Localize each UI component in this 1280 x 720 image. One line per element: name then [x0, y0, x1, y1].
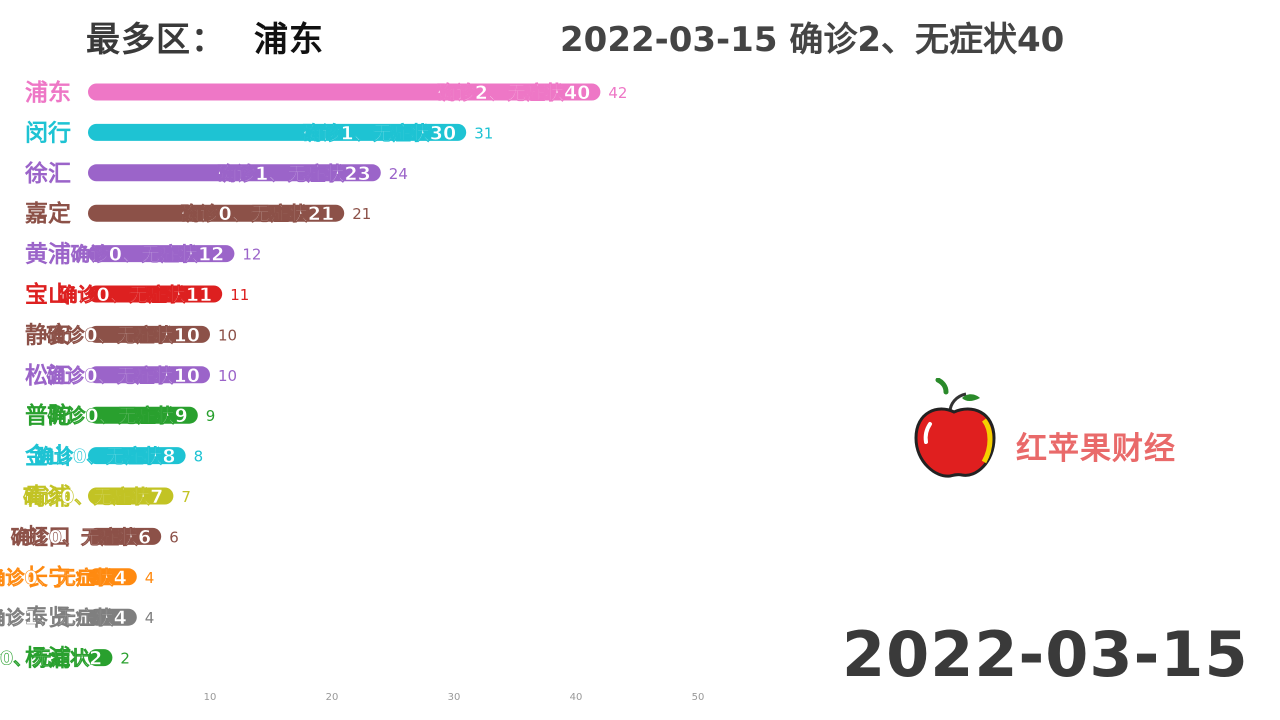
bar-label: 确诊0、无症状12 — [71, 243, 225, 266]
bar — [88, 285, 223, 303]
bar — [88, 245, 235, 263]
x-tick-label: 50 — [692, 692, 705, 703]
x-tick-label: 10 — [204, 692, 217, 703]
value-label: 42 — [608, 84, 627, 102]
category-label: 徐汇 — [24, 160, 71, 187]
bar — [88, 568, 137, 586]
value-label: 10 — [218, 367, 237, 385]
bar — [88, 608, 137, 626]
category-label: 长宁 — [25, 564, 71, 591]
header-left: 最多区： 浦东 — [86, 12, 324, 61]
category-label: 浦东 — [25, 79, 71, 106]
value-label: 9 — [206, 407, 216, 425]
x-tick-label: 20 — [326, 692, 339, 703]
bar — [88, 204, 345, 222]
bar-label: 确诊0、无症状6 — [11, 525, 151, 548]
bar-label: 确诊0、无症状2 — [0, 647, 102, 670]
category-label: 闵行 — [25, 119, 71, 146]
category-label: 普陀 — [25, 402, 71, 429]
category-label: 奉贤 — [24, 604, 71, 631]
category-label: 杨浦 — [25, 645, 71, 672]
apple-icon — [914, 378, 996, 478]
value-label: 21 — [352, 205, 371, 223]
value-label: 7 — [181, 488, 191, 506]
bar-label: 确诊1、无症状30 — [303, 121, 457, 144]
value-label: 4 — [145, 609, 155, 627]
bar — [88, 649, 113, 667]
category-label: 青浦 — [25, 483, 71, 510]
bar — [88, 527, 162, 545]
bar — [88, 83, 601, 101]
category-label: 虹口 — [25, 524, 71, 550]
category-label: 嘉定 — [25, 200, 71, 227]
bar — [88, 123, 467, 141]
value-label: 24 — [389, 165, 408, 183]
bar-label: 确诊0、无症状8 — [35, 445, 175, 468]
bar-label: 确诊0、无症状10 — [46, 364, 200, 387]
brand-name: 红苹果财经 — [1016, 431, 1176, 467]
x-tick-label: 40 — [570, 692, 583, 703]
bar-label: 确诊2、无症状40 — [437, 81, 591, 104]
category-label: 松江 — [25, 363, 71, 389]
header-lead: 最多区： — [86, 20, 226, 60]
bar — [88, 164, 381, 182]
value-label: 10 — [218, 326, 237, 344]
bar-label: 确诊0、无症状9 — [47, 404, 187, 427]
header-summary: 2022-03-15 确诊2、无症状40 — [560, 20, 1065, 60]
category-label: 金山 — [24, 443, 71, 470]
bar — [88, 366, 210, 384]
bar-label: 确诊1、无症状4 — [0, 606, 127, 629]
value-label: 4 — [145, 569, 155, 587]
value-label: 8 — [194, 448, 204, 466]
x-tick-label: 30 — [448, 692, 461, 703]
bar-label: 确诊0、无症状4 — [0, 566, 127, 589]
bar — [88, 406, 198, 424]
bar — [88, 487, 174, 505]
bar-label: 确诊0、无症状10 — [46, 323, 200, 346]
value-label: 6 — [169, 528, 179, 546]
bar — [88, 325, 210, 343]
category-label: 静安 — [25, 321, 71, 348]
bar-label: 确诊0、无症状11 — [59, 283, 213, 306]
value-label: 11 — [230, 286, 249, 304]
value-label: 2 — [120, 650, 130, 668]
bar — [88, 447, 186, 465]
big-date: 2022-03-15 — [842, 618, 1249, 691]
bar-label: 确诊1、无症状23 — [217, 162, 371, 185]
value-label: 12 — [242, 246, 261, 264]
category-label: 黄浦 — [25, 241, 71, 268]
bar-label: 确诊0、无症状7 — [23, 485, 163, 508]
category-label: 宝山 — [25, 281, 71, 308]
bar-label: 确诊0、无症状21 — [181, 202, 335, 225]
value-label: 31 — [474, 124, 493, 142]
header-top-district: 浦东 — [254, 20, 324, 60]
